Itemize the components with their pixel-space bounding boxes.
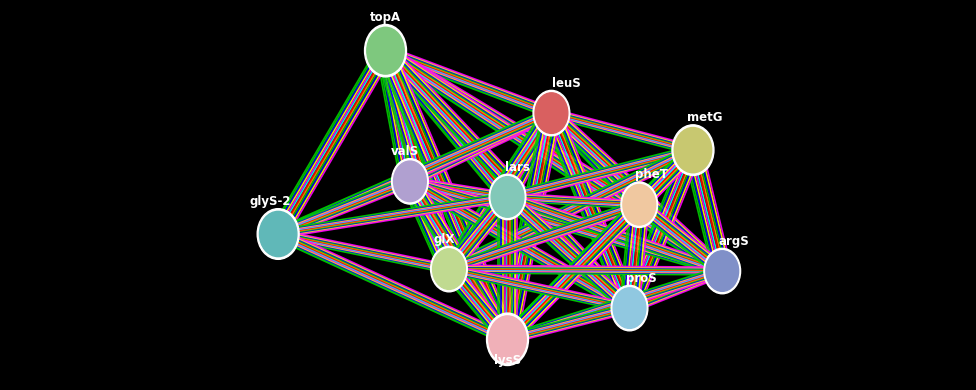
Ellipse shape (623, 184, 656, 225)
Ellipse shape (706, 251, 739, 291)
Text: valS: valS (391, 145, 419, 158)
Ellipse shape (613, 288, 646, 328)
Ellipse shape (535, 93, 568, 133)
Text: proS: proS (626, 272, 657, 285)
Ellipse shape (489, 316, 526, 363)
Text: leuS: leuS (551, 77, 581, 90)
Ellipse shape (533, 90, 570, 136)
Ellipse shape (367, 27, 404, 74)
Ellipse shape (487, 313, 528, 365)
Ellipse shape (611, 285, 648, 331)
Text: lars: lars (505, 161, 530, 174)
Ellipse shape (430, 246, 468, 292)
Text: metG: metG (687, 112, 722, 124)
Text: topA: topA (370, 11, 401, 24)
Ellipse shape (674, 128, 712, 173)
Ellipse shape (491, 177, 524, 217)
Ellipse shape (393, 161, 427, 202)
Ellipse shape (258, 209, 299, 259)
Ellipse shape (260, 211, 297, 257)
Text: pheT: pheT (634, 168, 668, 181)
Ellipse shape (489, 174, 526, 220)
Ellipse shape (672, 125, 713, 176)
Ellipse shape (391, 159, 428, 204)
Ellipse shape (704, 248, 741, 294)
Text: argS: argS (718, 235, 750, 248)
Ellipse shape (432, 249, 466, 289)
Text: lysS: lysS (494, 355, 521, 367)
Text: glX: glX (433, 233, 455, 246)
Ellipse shape (621, 182, 658, 227)
Ellipse shape (365, 25, 406, 77)
Text: glyS-2: glyS-2 (250, 195, 291, 208)
